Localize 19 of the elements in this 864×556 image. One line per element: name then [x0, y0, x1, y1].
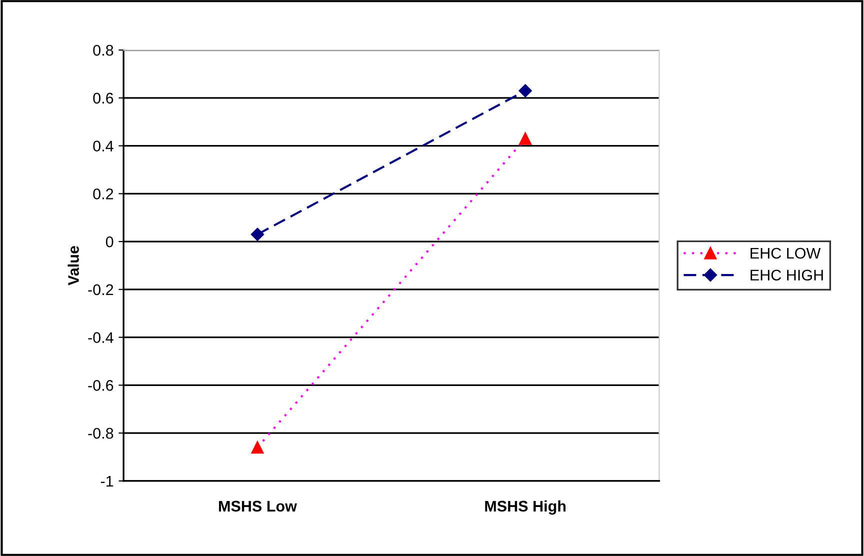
y-tick-label: 0 [106, 236, 114, 248]
legend-label: EHC HIGH [750, 270, 823, 281]
y-tick-label: 0.2 [93, 188, 114, 200]
y-tick-label: -0.8 [88, 428, 114, 439]
y-tick-label: -0.6 [88, 380, 114, 391]
y-tick-label: -0.4 [88, 332, 114, 343]
y-tick-label: -1 [100, 476, 114, 486]
legend-label: EHC LOW [750, 248, 821, 259]
y-tick-label: 0.8 [93, 44, 114, 56]
point [250, 228, 264, 241]
point [518, 84, 532, 98]
y-tick-label: 0.6 [93, 92, 114, 104]
point [251, 441, 264, 454]
y-tick-label: -0.2 [88, 284, 114, 296]
y-axis-title: Value [68, 246, 79, 286]
y-tick-label: 0.4 [93, 140, 114, 152]
x-tick-label: MSHS High [485, 500, 566, 515]
point [519, 132, 532, 145]
x-tick-label: MSHS Low [219, 500, 297, 512]
